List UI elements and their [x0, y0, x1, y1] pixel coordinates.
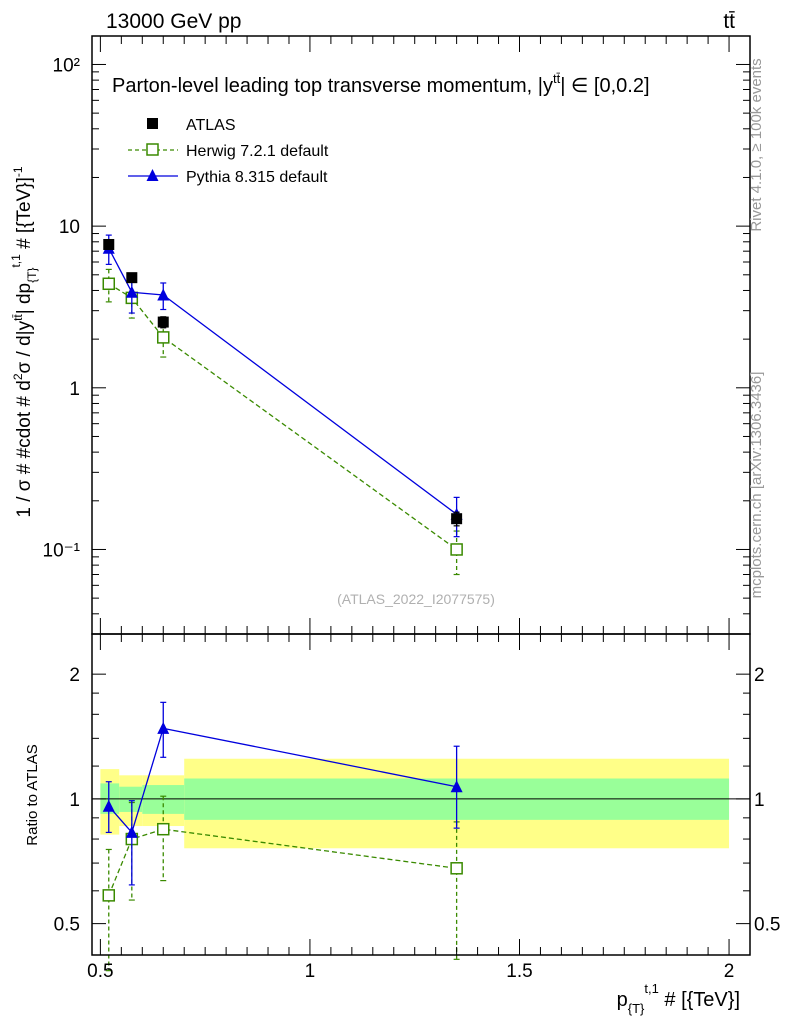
main-pythia-series [102, 234, 463, 538]
ratio-pythia-point-3 [450, 780, 463, 793]
data-series [102, 234, 463, 972]
main-atlas-point-3 [451, 513, 463, 525]
header-right: tt̄ [723, 10, 735, 33]
main-ylabel: 1 / σ # #cdot # d2σ / d|ytt̄| dp{T}t,1 #… [9, 166, 39, 518]
ratio-pythia-line [108, 727, 457, 834]
legend-atlas-label: ATLAS [186, 117, 236, 134]
main-ytick-label-3: 10² [53, 55, 80, 76]
ratio-herwig-point-2 [156, 822, 170, 836]
main-atlas-point-0 [103, 238, 115, 250]
ratio-ytick-label-left-0: 0.5 [54, 915, 80, 936]
main-herwig-line [108, 283, 458, 550]
legend: ATLAS Herwig 7.2.1 default Pythia 8.315 … [128, 117, 329, 186]
xtick-label-0: 0.5 [87, 961, 113, 982]
ratio-ytick-label-right-2: 2 [754, 665, 765, 686]
main-herwig-point-2 [156, 331, 170, 344]
xtick-label-3: 2 [724, 961, 735, 982]
ratio-ytick-label-left-2: 2 [69, 665, 80, 686]
legend-pythia-entry: Pythia 8.315 default [128, 169, 328, 186]
legend-herwig-label: Herwig 7.2.1 default [186, 143, 329, 160]
legend-pythia-label: Pythia 8.315 default [186, 169, 328, 186]
ratio-pythia-point-2 [157, 721, 170, 734]
legend-herwig-entry: Herwig 7.2.1 default [128, 143, 329, 160]
x-axis-label: p{T}t,1 # [{TeV}] [617, 981, 740, 1016]
watermark: (ATLAS_2022_I2077575) [337, 591, 495, 607]
main-herwig-series [102, 268, 463, 576]
ratio-herwig-point-3 [450, 862, 463, 875]
ratio-pythia-point-1 [125, 825, 138, 838]
ratio-plot-frame [91, 633, 751, 956]
ratio-herwig-line [108, 828, 457, 896]
main-title: Parton-level leading top transverse mome… [112, 71, 650, 97]
main-ytick-label-1: 1 [69, 379, 80, 400]
ratio-ytick-label-right-1: 1 [754, 790, 765, 811]
rivet-label: Rivet 4.1.0, ≥ 100k events [748, 58, 765, 231]
ratio-herwig-point-0 [102, 889, 116, 902]
ratio-ytick-label-left-1: 1 [69, 790, 80, 811]
ratio-pythia-series [102, 701, 463, 886]
main-herwig-point-0 [102, 277, 116, 291]
main-atlas-point-1 [126, 272, 138, 284]
main-pythia-line [108, 247, 458, 515]
xtick-label-1: 1 [305, 961, 316, 982]
main-pythia-point-1 [125, 285, 138, 298]
main-ytick-label-2: 10 [59, 217, 80, 238]
ratio-ylabel: Ratio to ATLAS [24, 744, 41, 845]
xtick-label-2: 1.5 [506, 961, 532, 982]
main-ytick-label-0: 10⁻¹ [43, 540, 81, 561]
main-herwig-point-3 [450, 543, 463, 556]
legend-atlas-marker [147, 118, 158, 129]
ratio-ytick-label-right-0: 0.5 [754, 915, 780, 936]
ratio-pythia-point-0 [102, 799, 115, 812]
legend-pythia-marker [146, 169, 159, 181]
header-left: 13000 GeV pp [106, 10, 241, 33]
main-pythia-point-2 [157, 288, 170, 301]
axes: 10⁻¹ 1 10 10² 0.5 0.5 1 1 2 2 0.5 1 1.5 2 [43, 35, 780, 982]
main-atlas-series [103, 238, 463, 527]
legend-atlas-entry: ATLAS [147, 117, 236, 134]
legend-herwig-marker [146, 143, 159, 156]
ratio-bands [100, 758, 730, 849]
mcplots-label: mcplots.cern.ch [arXiv:1306.3436] [748, 372, 765, 599]
main-atlas-point-2 [157, 316, 169, 328]
